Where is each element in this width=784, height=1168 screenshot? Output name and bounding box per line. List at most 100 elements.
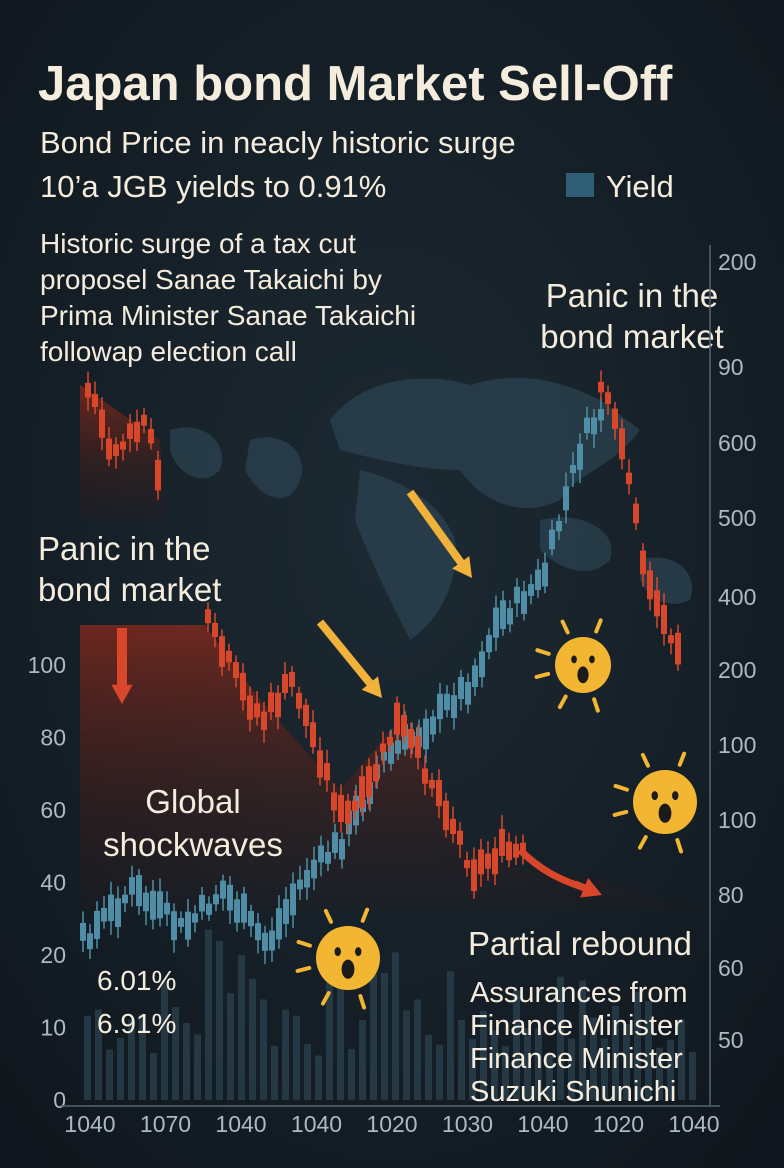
rebound-text: Suzuki Shunichi — [470, 1076, 676, 1108]
candle-body — [94, 910, 100, 939]
left-axis-label: 10 — [40, 1015, 66, 1041]
candle-body — [528, 584, 534, 596]
right-axis-label: 100 — [718, 807, 756, 833]
face-eye — [651, 791, 658, 801]
candle-body — [345, 800, 351, 824]
candle-body — [465, 681, 471, 705]
face-ray — [360, 907, 370, 923]
face — [633, 770, 697, 834]
candle-body — [388, 742, 394, 764]
candle-body — [122, 894, 128, 904]
candle-body — [598, 409, 604, 421]
volume-bar — [348, 1049, 355, 1100]
red-zone — [80, 625, 700, 910]
arrow-shaft — [406, 489, 469, 571]
candle-body — [134, 421, 140, 443]
candle-body — [317, 750, 323, 778]
candle-body — [185, 911, 191, 940]
candle-body — [297, 879, 303, 890]
candle-body — [178, 917, 184, 927]
volume-bar — [271, 1045, 278, 1100]
candle-body — [289, 672, 295, 687]
volume-bar — [139, 1014, 146, 1100]
left-axis-label: 60 — [40, 797, 66, 823]
volume-bar — [689, 1051, 696, 1100]
candle-body — [492, 848, 498, 875]
candle-body — [290, 883, 296, 916]
right-axis-label: 400 — [718, 584, 756, 610]
candle-body — [240, 672, 246, 701]
candle-body — [164, 902, 170, 915]
candle-body — [471, 859, 477, 892]
subtitle: Bond Price in neacly historic surge — [40, 125, 516, 160]
right-axis-label: 50 — [718, 1027, 744, 1053]
volume-bar — [612, 1005, 619, 1100]
volume-bar — [227, 993, 234, 1100]
volume-bar — [678, 1019, 685, 1100]
candle-body — [380, 743, 386, 752]
face-ray — [592, 697, 600, 713]
candle-body — [296, 693, 302, 709]
face-ray — [535, 648, 551, 656]
volume-bar — [513, 990, 520, 1100]
volume-bar — [260, 999, 267, 1100]
arrow-head — [361, 676, 382, 698]
volume-bar — [425, 1034, 432, 1100]
candle-body — [633, 503, 639, 524]
candle-body — [101, 907, 107, 922]
candle-body — [304, 870, 310, 888]
volume-bar — [414, 999, 421, 1100]
candle-body — [352, 800, 358, 811]
map-shape — [330, 377, 640, 509]
volume-bar — [557, 976, 564, 1100]
bottom-axis-label: 1020 — [593, 1111, 644, 1137]
candle-body — [212, 622, 218, 638]
candle-body — [429, 779, 435, 789]
volume-bar — [436, 1044, 443, 1100]
volume-bar — [447, 971, 454, 1100]
bottom-axis-label: 1040 — [291, 1111, 342, 1137]
candle-body — [283, 899, 289, 924]
candle-body — [113, 444, 119, 457]
face — [555, 637, 611, 693]
left-axis-label: 20 — [40, 942, 66, 968]
right-axis-label: 500 — [718, 505, 756, 531]
candle-body — [450, 818, 456, 835]
face-mouth — [341, 959, 355, 979]
face-eye — [672, 791, 679, 801]
left-axis-label: 0 — [53, 1087, 66, 1113]
face-ray — [295, 965, 312, 973]
candle-body — [206, 903, 212, 915]
volume-bar — [95, 1009, 102, 1100]
candle-body — [437, 693, 443, 720]
candle-body — [85, 382, 91, 398]
candle-body — [668, 635, 674, 644]
candle-body — [247, 695, 253, 720]
candle-body — [535, 569, 541, 591]
candle-body — [619, 428, 625, 460]
candle-body — [415, 736, 421, 758]
candle-body — [213, 894, 219, 905]
volume-bar — [491, 1030, 498, 1100]
candle-body — [115, 898, 121, 928]
candle-body — [499, 828, 505, 856]
candle-body — [598, 381, 604, 393]
candle-body — [127, 423, 133, 439]
volume-bar — [645, 1001, 652, 1100]
global-shockwaves: Global — [145, 783, 240, 820]
candle-body — [430, 716, 436, 735]
candle-body — [141, 414, 147, 426]
candle-body — [150, 890, 156, 920]
rebound-text: Assurances from — [470, 977, 688, 1009]
global-shockwaves: shockwaves — [103, 826, 283, 863]
panic-left: Panic in the — [38, 530, 210, 567]
candle-body — [331, 792, 337, 811]
candle-body — [464, 860, 470, 869]
intro-text: followap election call — [40, 336, 297, 367]
candle-body — [276, 908, 282, 940]
candle-body — [261, 711, 267, 730]
candle-body — [443, 800, 449, 831]
volume-bar — [161, 980, 168, 1100]
candle-body — [254, 703, 260, 718]
